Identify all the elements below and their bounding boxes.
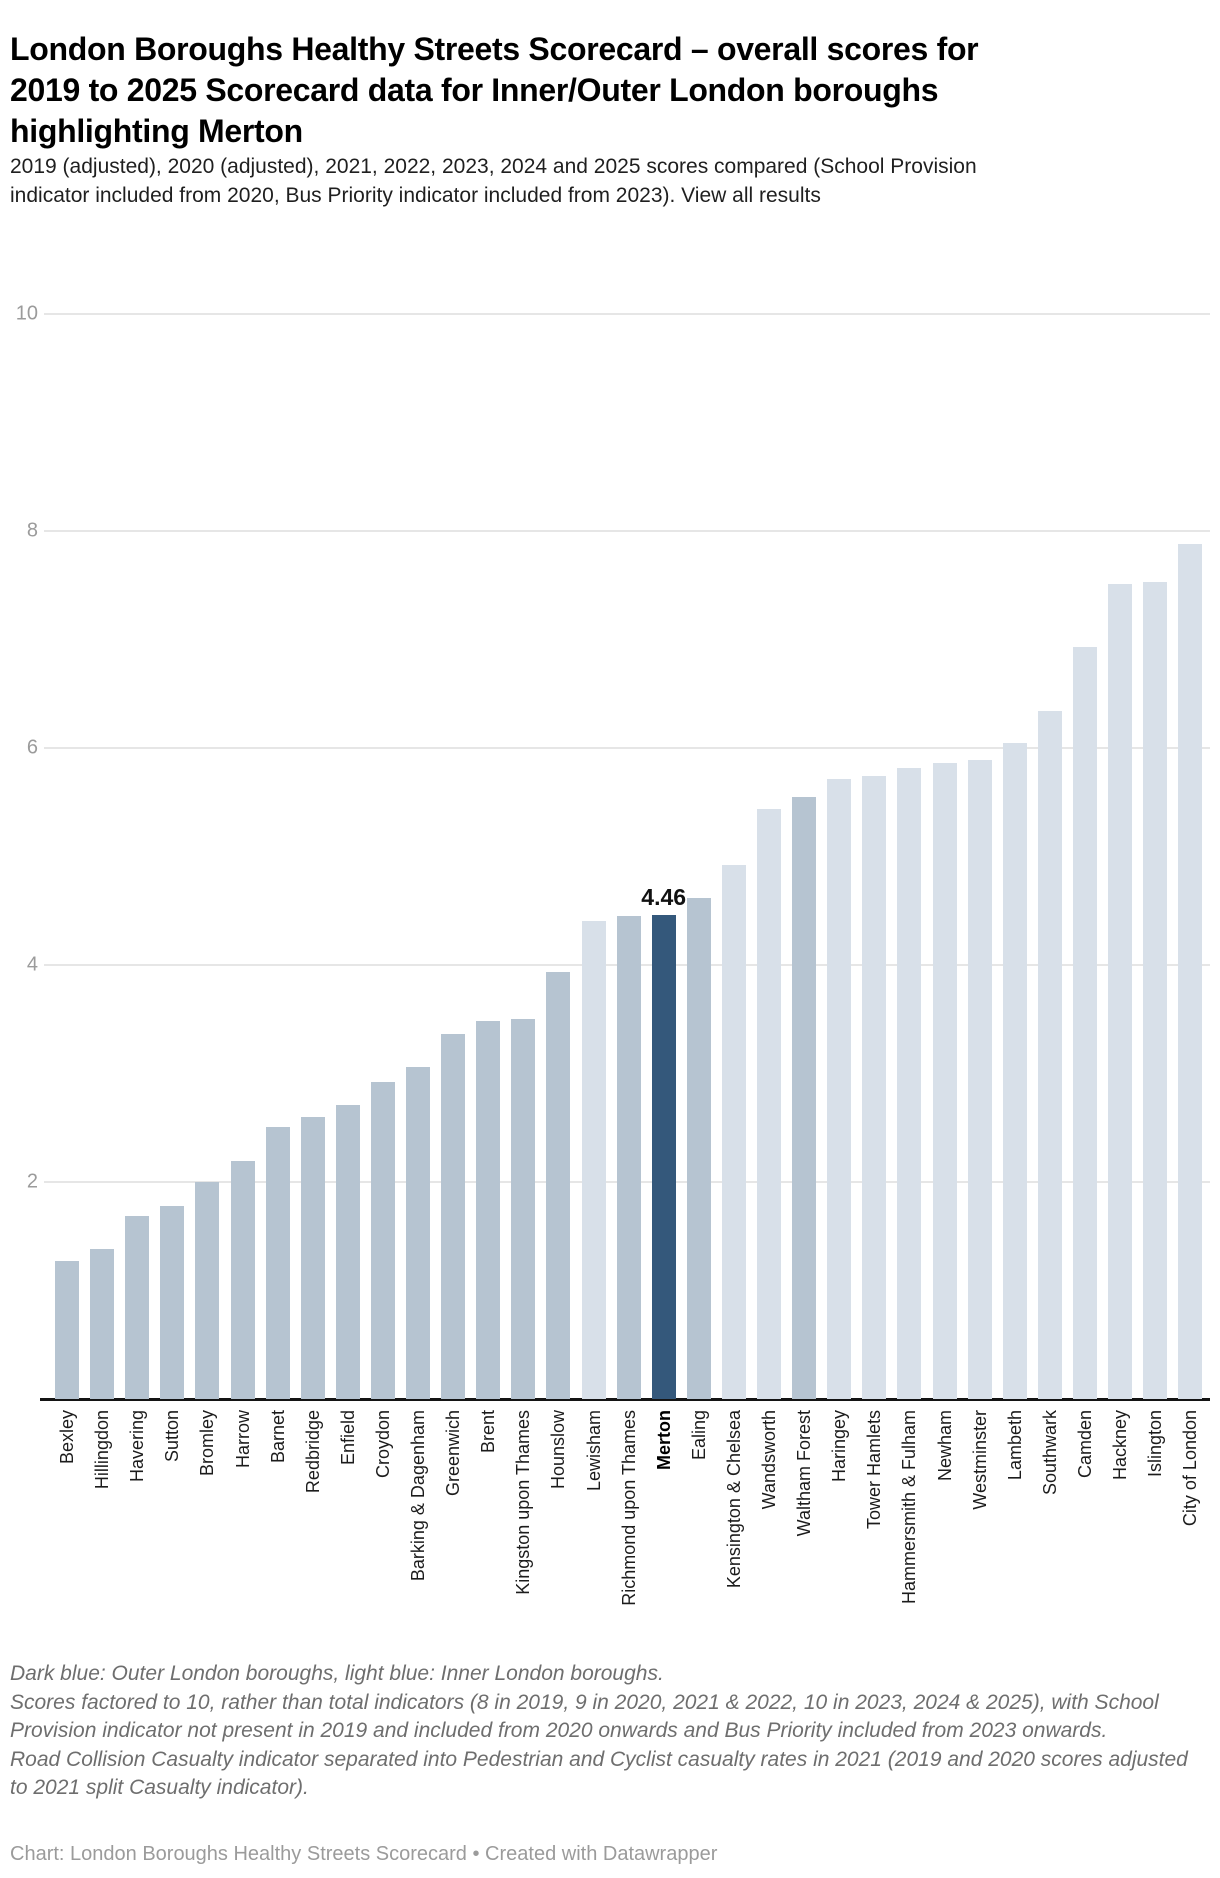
bar-westminster[interactable] [967, 759, 992, 1399]
bar-kensington-chelsea[interactable] [721, 865, 746, 1399]
x-axis-line [40, 1398, 1210, 1401]
page-title: London Boroughs Healthy Streets Scorecar… [10, 31, 979, 150]
y-tick-label-8: 8 [26, 519, 38, 542]
bar-enfield[interactable] [335, 1104, 360, 1399]
footnote-legend: Dark blue: Outer London boroughs, light … [10, 1662, 664, 1685]
x-label-lambeth: Lambeth [1004, 1410, 1025, 1481]
bar-islington[interactable] [1143, 581, 1168, 1399]
bar-hounslow[interactable] [546, 971, 571, 1399]
subtitle-text: 2019 (adjusted), 2020 (adjusted), 2021, … [10, 155, 977, 207]
bar-hammersmith-fulham[interactable] [897, 767, 922, 1399]
x-label-enfield: Enfield [337, 1410, 358, 1466]
x-label-hillingdon: Hillingdon [92, 1410, 113, 1490]
bar-bexley[interactable] [55, 1261, 79, 1399]
x-label-ealing: Ealing [688, 1410, 709, 1461]
bar-harrow[interactable] [230, 1161, 255, 1399]
bar-waltham-forest[interactable] [792, 796, 817, 1399]
y-tick-label-4: 4 [26, 953, 38, 976]
credit-line: Chart: London Boroughs Healthy Streets S… [10, 1843, 718, 1865]
x-label-barking-dagenham: Barking & Dagenham [408, 1410, 428, 1582]
x-label-haringey: Haringey [829, 1410, 850, 1483]
x-label-hackney: Hackney [1110, 1410, 1130, 1481]
footnote-casualty: Road Collision Casualty indicator separa… [10, 1747, 1188, 1800]
x-label-croydon: Croydon [372, 1410, 393, 1479]
bar-haringey[interactable] [827, 779, 852, 1399]
x-label-merton: Merton [653, 1410, 674, 1470]
bar-havering[interactable] [125, 1215, 150, 1399]
x-label-newham: Newham [934, 1410, 955, 1482]
bar-redbridge[interactable] [300, 1116, 325, 1399]
bar-wandsworth[interactable] [757, 808, 781, 1399]
bar-bromley[interactable] [195, 1182, 220, 1399]
chart-subtitle: 2019 (adjusted), 2020 (adjusted), 2021, … [10, 152, 1020, 210]
gridline-y-8 [44, 530, 1210, 532]
bar-camden[interactable] [1072, 647, 1097, 1399]
bar-sutton[interactable] [160, 1205, 185, 1399]
x-label-lewisham: Lewisham [583, 1410, 604, 1492]
x-label-waltham-forest: Waltham Forest [794, 1410, 815, 1537]
x-label-tower-hamlets: Tower Hamlets [864, 1410, 885, 1530]
y-tick-label-2: 2 [26, 1170, 38, 1193]
x-label-wandsworth: Wandsworth [759, 1410, 779, 1510]
x-label-barnet: Barnet [267, 1410, 288, 1464]
bar-lambeth[interactable] [1002, 742, 1027, 1399]
x-label-brent: Brent [478, 1410, 499, 1454]
x-label-bromley: Bromley [197, 1410, 218, 1477]
bar-merton[interactable] [651, 915, 676, 1399]
x-label-redbridge: Redbridge [302, 1410, 323, 1494]
bar-tower-hamlets[interactable] [862, 776, 887, 1399]
gridline-y-6 [44, 747, 1210, 749]
x-label-city-of-london: City of London [1180, 1410, 1201, 1527]
bar-barnet[interactable] [265, 1126, 290, 1399]
bar-brent[interactable] [476, 1021, 501, 1399]
bar-croydon[interactable] [370, 1082, 395, 1399]
bar-hackney[interactable] [1108, 584, 1132, 1399]
x-label-southwark: Southwark [1039, 1410, 1060, 1496]
x-label-westminster: Westminster [969, 1410, 990, 1510]
x-label-havering: Havering [127, 1410, 148, 1483]
bar-city-of-london[interactable] [1178, 544, 1203, 1399]
footnotes: Dark blue: Outer London boroughs, light … [10, 1660, 1202, 1803]
highlight-value-label: 4.46 [641, 884, 687, 911]
bar-greenwich[interactable] [441, 1034, 466, 1399]
footnote-scoring: Scores factored to 10, rather than total… [10, 1690, 1159, 1743]
x-label-sutton: Sutton [162, 1410, 183, 1463]
bar-kingston-upon-thames[interactable] [511, 1019, 536, 1399]
bar-hillingdon[interactable] [90, 1249, 115, 1399]
gridline-y-10 [44, 313, 1210, 315]
x-label-islington: Islington [1145, 1410, 1166, 1478]
bar-newham[interactable] [932, 763, 957, 1399]
bar-ealing[interactable] [686, 897, 711, 1399]
view-all-results-link[interactable]: View all results [681, 184, 821, 207]
x-label-kensington-chelsea: Kensington & Chelsea [723, 1410, 744, 1589]
y-tick-label-10: 10 [15, 302, 38, 325]
y-tick-label-6: 6 [26, 736, 38, 759]
bar-barking-dagenham[interactable] [406, 1066, 430, 1399]
x-label-hounslow: Hounslow [548, 1410, 569, 1490]
x-label-harrow: Harrow [232, 1410, 253, 1469]
x-label-richmond-upon-thames: Richmond upon Thames [618, 1410, 639, 1606]
x-label-bexley: Bexley [57, 1410, 77, 1465]
x-label-kingston-upon-thames: Kingston upon Thames [513, 1410, 534, 1595]
x-label-camden: Camden [1074, 1410, 1095, 1479]
bar-lewisham[interactable] [581, 920, 606, 1399]
bar-southwark[interactable] [1037, 711, 1062, 1399]
x-label-hammersmith-fulham: Hammersmith & Fulham [899, 1410, 920, 1605]
bar-richmond-upon-thames[interactable] [616, 916, 641, 1399]
x-label-greenwich: Greenwich [443, 1410, 464, 1497]
